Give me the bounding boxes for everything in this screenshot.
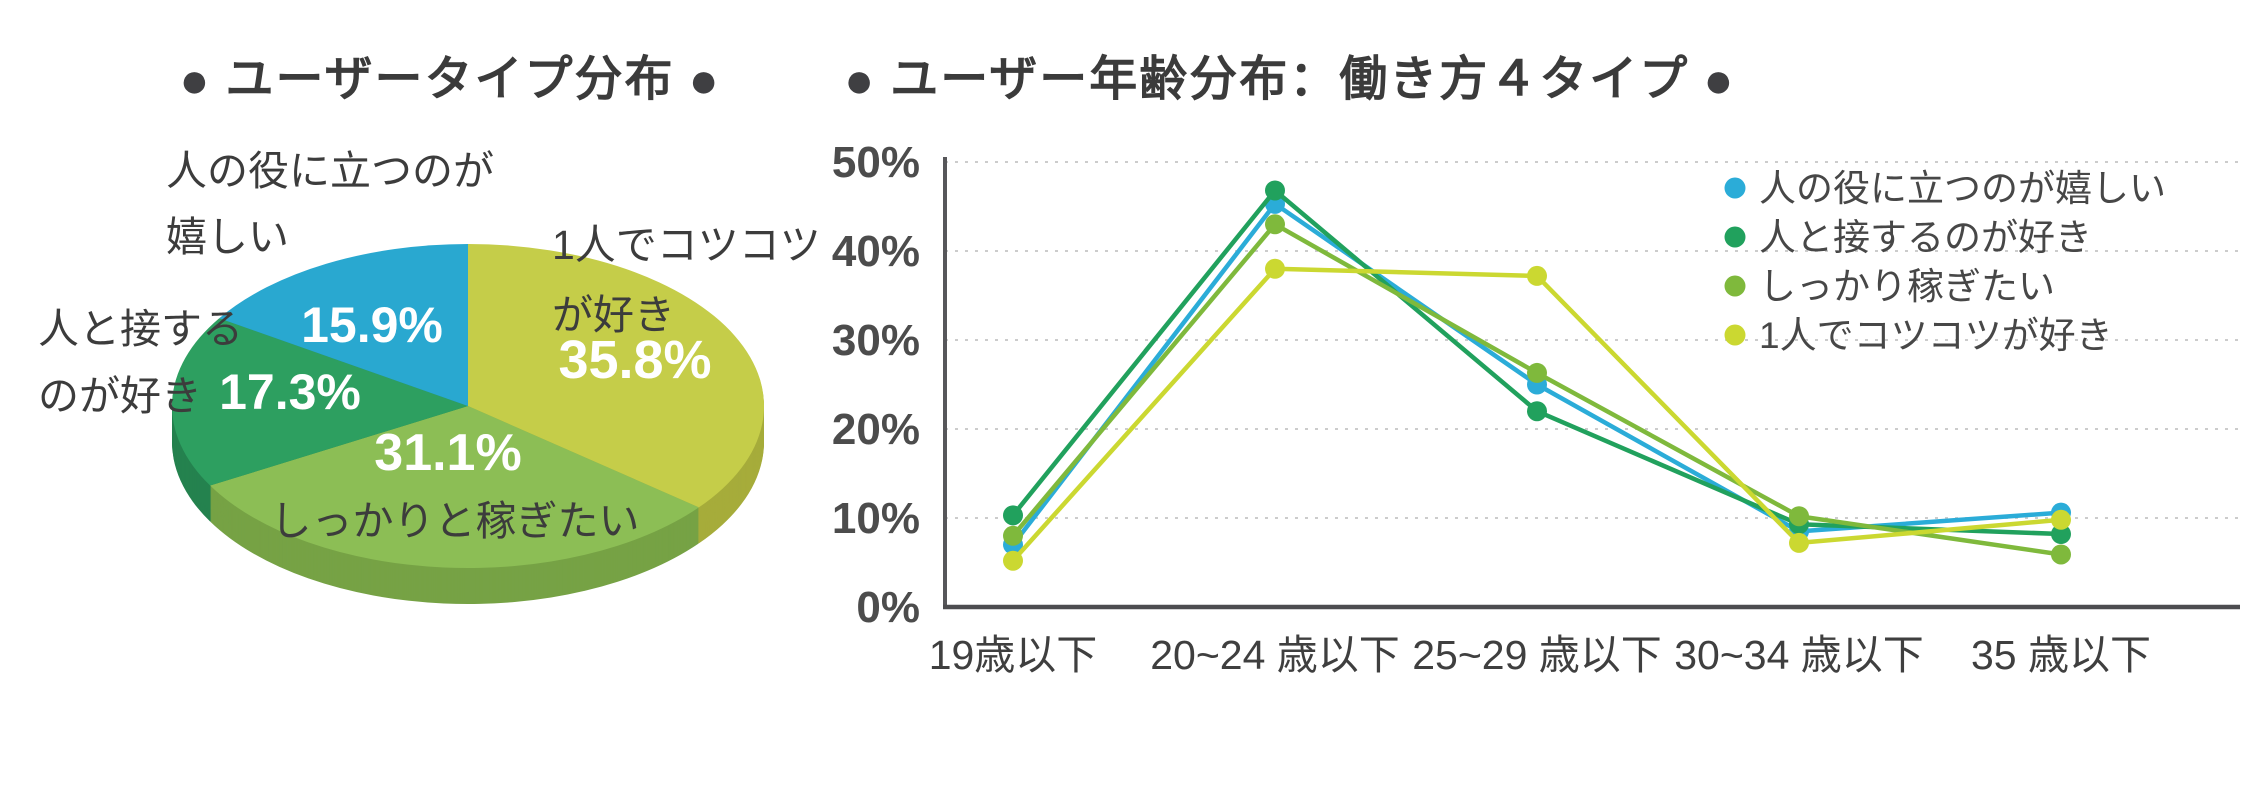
pie-slice-top xyxy=(210,406,699,569)
data-point xyxy=(1265,180,1285,201)
legend-label: 人の役に立つのが嬉しい xyxy=(1759,168,2166,209)
data-point xyxy=(2051,524,2071,545)
pie-slice-label-line: しっかりと稼ぎたい xyxy=(270,498,640,544)
pie-slice-label-hito-to-sessuru: 人と接する のが好き xyxy=(38,296,243,430)
data-point xyxy=(1789,506,1809,527)
x-tick-label: 25~29 歳以下 xyxy=(1412,632,1662,678)
legend-item: しっかり稼ぎたい xyxy=(1724,266,2055,307)
x-tick-label: 20~24 歳以下 xyxy=(1150,632,1400,678)
title-bullet-icon: ● xyxy=(688,52,721,108)
data-point xyxy=(1003,505,1023,526)
x-tick-label: 30~34 歳以下 xyxy=(1674,632,1924,678)
y-tick-label: 30% xyxy=(832,316,920,365)
pie-pct-value: 35.8% xyxy=(558,330,712,390)
title-bullet-icon: ● xyxy=(844,52,877,108)
pie-slice-label-line: 人の役に立つのが xyxy=(166,148,494,194)
line-chart-title-text: ユーザー年齢分布：働き方４タイプ xyxy=(890,53,1690,106)
data-point xyxy=(1789,532,1809,553)
pie-slice-top xyxy=(219,244,468,406)
pie-pct-value: 31.1% xyxy=(374,424,522,482)
data-point xyxy=(1003,550,1023,571)
pie-chart-title: ● ユーザータイプ分布 ● xyxy=(110,48,790,112)
pie-slice-label-kotsu-kotsu: 1人でコツコツ が好き xyxy=(552,210,821,350)
legend-item: 人の役に立つのが嬉しい xyxy=(1724,168,2166,209)
data-point xyxy=(1527,362,1547,383)
line-chart-title: ● ユーザー年齢分布：働き方４タイプ ● xyxy=(830,48,1733,112)
legend-label: しっかり稼ぎたい xyxy=(1759,266,2055,307)
data-point xyxy=(2051,509,2071,530)
legend-label: 1人でコツコツが好き xyxy=(1759,315,2113,356)
data-point xyxy=(1265,258,1285,279)
title-bullet-icon: ● xyxy=(179,52,212,108)
data-point xyxy=(1003,525,1023,546)
legend-swatch-icon xyxy=(1724,275,1746,297)
pie-slice-label-line: のが好き xyxy=(38,373,202,419)
pie-slice-label-line: が好き xyxy=(552,292,675,338)
data-point xyxy=(1527,401,1547,422)
data-point xyxy=(1265,214,1285,235)
legend-swatch-icon xyxy=(1724,177,1746,199)
pie-pct-value: 17.3% xyxy=(219,364,361,420)
legend-item: 1人でコツコツが好き xyxy=(1724,315,2113,356)
legend-swatch-icon xyxy=(1724,324,1746,346)
y-tick-label: 0% xyxy=(856,583,920,632)
pie-slice-top xyxy=(468,244,764,508)
pie-slice-label-yaku-ni-tatsu: 人の役に立つのが 嬉しい xyxy=(166,138,494,270)
pie-slice-top xyxy=(172,318,468,486)
legend-swatch-icon xyxy=(1724,226,1746,248)
data-point xyxy=(1527,265,1547,286)
pie-pct-value: 15.9% xyxy=(301,297,443,353)
pie-chart xyxy=(171,244,764,604)
pie-slice-label-line: 1人でコツコツ xyxy=(552,222,821,268)
x-tick-label: 19歳以下 xyxy=(929,632,1098,678)
pie-slice-label-kasegitai: しっかりと稼ぎたい xyxy=(271,488,640,554)
data-point xyxy=(2051,544,2071,565)
title-bullet-icon: ● xyxy=(1703,52,1736,108)
legend-label: 人と接するのが好き xyxy=(1759,217,2092,258)
y-tick-label: 10% xyxy=(832,494,920,543)
y-tick-label: 40% xyxy=(832,227,920,276)
pie-slice-label-line: 嬉しい xyxy=(166,214,289,260)
pie-slice-label-line: 人と接する xyxy=(38,306,243,352)
x-tick-label: 35 歳以下 xyxy=(1971,632,2151,678)
legend-item: 人と接するのが好き xyxy=(1724,217,2092,258)
y-tick-label: 50% xyxy=(832,138,920,187)
y-tick-label: 20% xyxy=(832,405,920,454)
pie-chart-title-text: ユーザータイプ分布 xyxy=(225,53,675,106)
